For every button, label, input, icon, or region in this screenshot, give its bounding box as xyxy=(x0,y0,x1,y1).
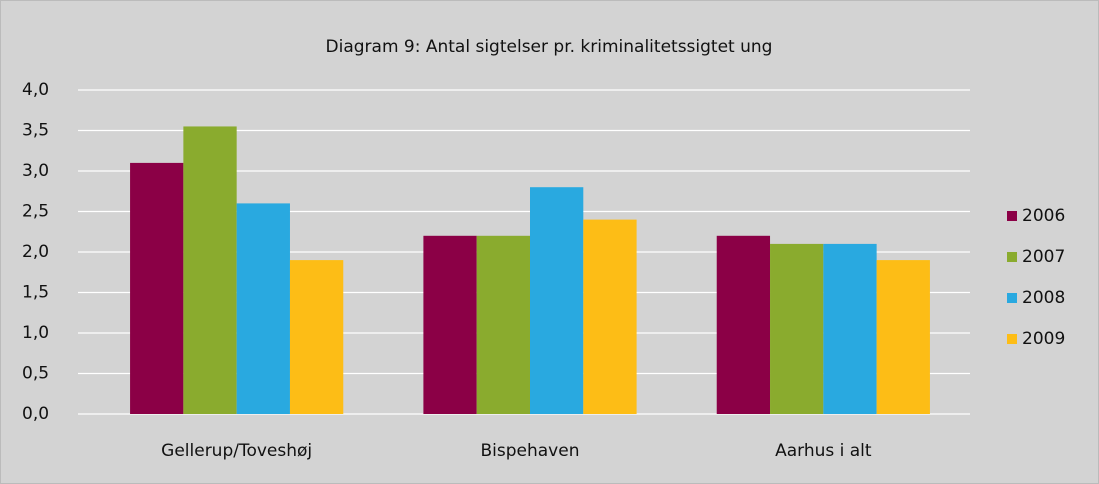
bar xyxy=(289,260,344,414)
legend-swatch xyxy=(1007,334,1017,344)
legend-label: 2008 xyxy=(1022,288,1065,308)
bar xyxy=(476,235,530,414)
x-tick-label: Bispehaven xyxy=(481,441,580,461)
bar xyxy=(823,243,877,414)
bar xyxy=(130,162,184,414)
bar xyxy=(716,235,771,414)
y-tick-label: 0,5 xyxy=(22,364,49,384)
legend-swatch xyxy=(1007,211,1017,221)
bar xyxy=(423,235,477,414)
legend-label: 2006 xyxy=(1022,206,1065,226)
bar xyxy=(770,243,824,414)
y-tick-label: 3,5 xyxy=(22,121,49,141)
bar xyxy=(876,260,930,414)
legend-swatch xyxy=(1007,293,1017,303)
y-tick-label: 0,0 xyxy=(22,404,49,424)
bar xyxy=(583,219,637,414)
chart-title: Diagram 9: Antal sigtelser pr. kriminali… xyxy=(326,37,773,57)
y-tick-label: 1,0 xyxy=(22,323,49,343)
x-tick-label: Gellerup/Toveshøj xyxy=(161,441,312,461)
bar xyxy=(236,203,290,414)
legend-swatch xyxy=(1007,252,1017,262)
legend-label: 2007 xyxy=(1022,247,1065,267)
y-tick-label: 1,5 xyxy=(22,283,49,303)
bar xyxy=(183,126,237,414)
legend-label: 2009 xyxy=(1022,329,1065,349)
y-tick-label: 4,0 xyxy=(22,80,49,100)
x-tick-label: Aarhus i alt xyxy=(775,441,872,461)
y-tick-label: 2,5 xyxy=(22,202,49,222)
bar xyxy=(530,187,584,414)
y-tick-label: 3,0 xyxy=(22,161,49,181)
y-tick-label: 2,0 xyxy=(22,242,49,262)
